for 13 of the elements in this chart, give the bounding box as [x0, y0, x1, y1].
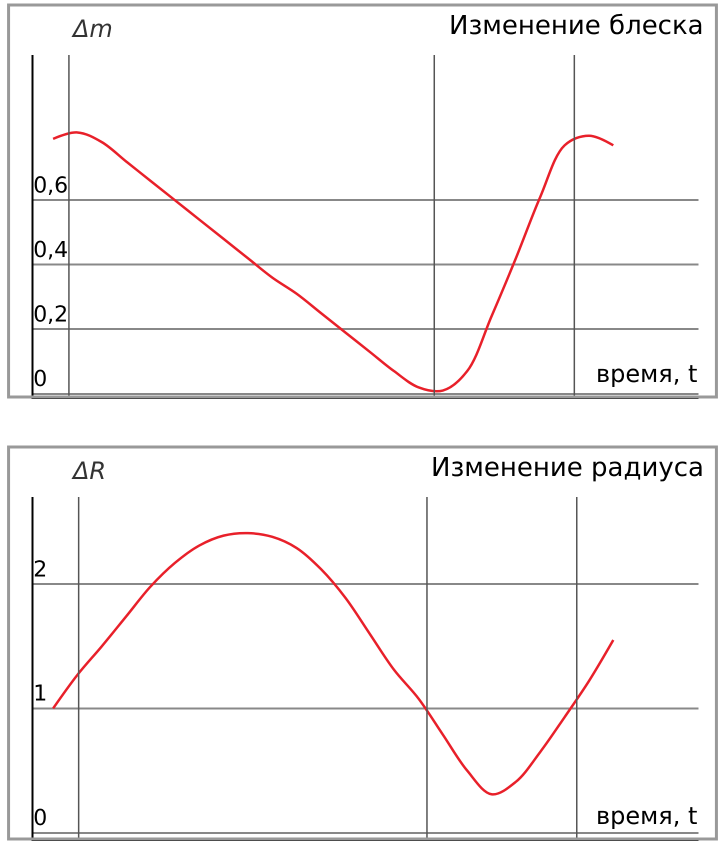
- y-tick-label: 0: [33, 806, 48, 832]
- chart-title: Изменение радиуса: [431, 453, 704, 483]
- y-axis-title: ΔR: [71, 457, 106, 485]
- y-tick-label: 0: [33, 367, 48, 392]
- y-tick-label: 0,6: [33, 174, 68, 198]
- x-axis-title: время, t: [596, 360, 698, 388]
- y-tick-label: 2: [33, 557, 48, 582]
- chart-title: Изменение блеска: [449, 11, 704, 41]
- y-tick-label: 1: [33, 682, 48, 707]
- y-tick-label: 0,4: [33, 238, 68, 264]
- y-axis-title: Δm: [71, 15, 113, 43]
- x-axis-title: время, t: [596, 802, 698, 830]
- y-tick-label: 0,2: [33, 302, 68, 328]
